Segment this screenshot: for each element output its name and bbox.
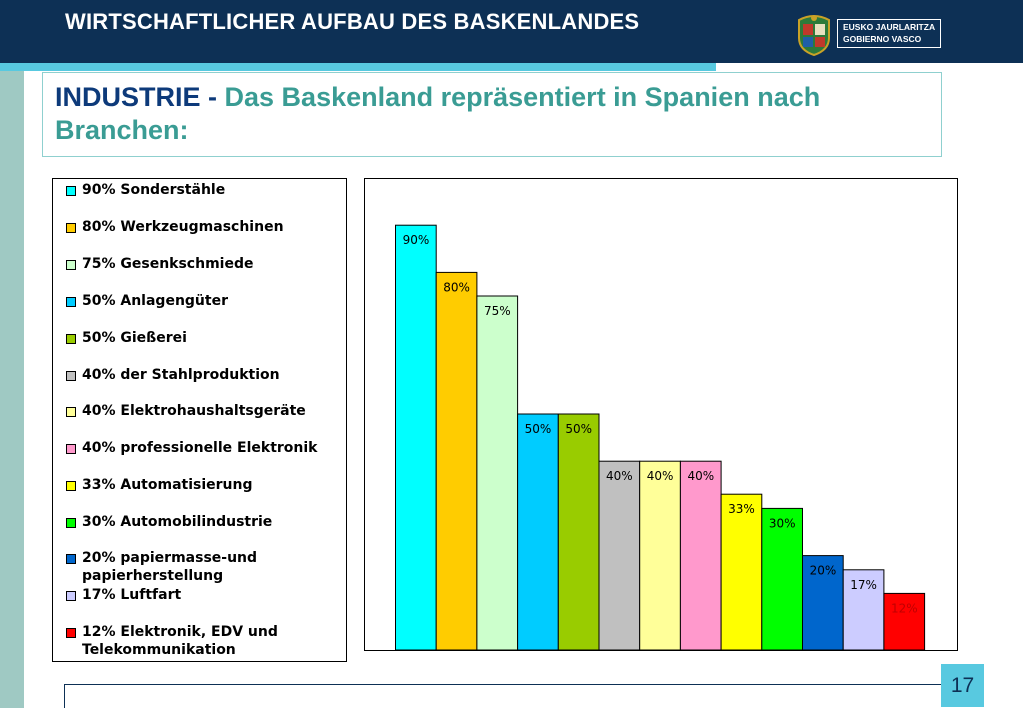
slide-title: INDUSTRIE - Das Baskenland repräsentiert… bbox=[55, 81, 915, 147]
legend-swatch bbox=[66, 223, 76, 233]
slide-title-lead: INDUSTRIE - bbox=[55, 82, 217, 112]
left-accent-strip bbox=[0, 71, 24, 708]
header-title: WIRTSCHAFTLICHER AUFBAU DES BASKENLANDES bbox=[65, 9, 640, 34]
legend-swatch bbox=[66, 628, 76, 638]
chart-bar bbox=[679, 460, 722, 651]
legend-swatch bbox=[66, 371, 76, 381]
data-label: 12% bbox=[891, 601, 918, 615]
chart-bar bbox=[435, 271, 478, 651]
chart-bar bbox=[842, 569, 885, 651]
accent-bar bbox=[0, 63, 716, 71]
logo-line-1: EUSKO JAURLARITZA bbox=[843, 22, 936, 32]
legend-label: 75% Gesenkschmiede bbox=[82, 256, 254, 272]
footer-divider bbox=[64, 684, 944, 685]
slide-title-rest: Das Baskenland repräsentiert in Spanien … bbox=[55, 82, 821, 145]
legend-label: 20% papiermasse-und papierherstellung bbox=[82, 550, 258, 584]
chart-bar bbox=[639, 460, 681, 651]
legend-swatch bbox=[66, 554, 76, 564]
data-label: 40% bbox=[647, 469, 674, 483]
legend-swatch bbox=[66, 591, 76, 601]
legend-swatch bbox=[66, 334, 76, 344]
data-label: 80% bbox=[443, 280, 470, 294]
legend-label: 33% Automatisierung bbox=[82, 477, 253, 493]
data-label: 40% bbox=[606, 469, 633, 483]
chart-bar bbox=[761, 507, 803, 651]
data-label: 33% bbox=[728, 502, 755, 516]
legend-label: 12% Elektronik, EDV und Telekommunikatio… bbox=[82, 624, 278, 658]
data-label: 90% bbox=[403, 233, 430, 247]
chart-bar bbox=[395, 224, 437, 651]
legend-label: 30% Automobilindustrie bbox=[82, 514, 273, 530]
legend-swatch bbox=[66, 260, 76, 270]
government-logo-text: EUSKO JAURLARITZA GOBIERNO VASCO bbox=[837, 19, 941, 48]
data-label: 75% bbox=[484, 304, 511, 318]
data-label: 30% bbox=[769, 516, 796, 530]
legend-label: 17% Luftfart bbox=[82, 587, 182, 603]
page-number: 17 bbox=[941, 664, 984, 707]
chart-bar bbox=[883, 592, 926, 651]
chart-bar bbox=[476, 295, 519, 651]
legend-label: 40% der Stahlproduktion bbox=[82, 367, 280, 383]
data-label: 50% bbox=[565, 422, 592, 436]
legend-label: 90% Sonderstähle bbox=[82, 182, 226, 198]
legend-swatch bbox=[66, 481, 76, 491]
chart-bar bbox=[557, 413, 600, 651]
legend-swatch bbox=[66, 297, 76, 307]
data-label: 50% bbox=[525, 422, 552, 436]
basque-coat-of-arms-icon bbox=[798, 15, 830, 56]
chart-plot-area: 90% 80% 75% 50% 50% 40% 40% 40% 33% 30% 20% 17% 12% bbox=[364, 178, 958, 651]
data-label: 20% bbox=[810, 564, 837, 578]
footer-divider-tick bbox=[64, 684, 65, 708]
bar-chart: 90% 80% 75% 50% 50% 40% 40% 40% 33% 30% 20% 17% 12% bbox=[395, 224, 926, 651]
legend-label: 80% Werkzeugmaschinen bbox=[82, 219, 284, 235]
legend-label: 50% Anlagengüter bbox=[82, 293, 228, 309]
header-bar: WIRTSCHAFTLICHER AUFBAU DES BASKENLANDES… bbox=[0, 0, 1023, 63]
legend-label: 40% professionelle Elektronik bbox=[82, 440, 318, 456]
slide-title-box: INDUSTRIE - Das Baskenland repräsentiert… bbox=[42, 72, 942, 157]
legend-label: 40% Elektrohaushaltsgeräte bbox=[82, 403, 306, 419]
legend-swatch bbox=[66, 444, 76, 454]
government-logo: EUSKO JAURLARITZA GOBIERNO VASCO bbox=[793, 12, 945, 56]
chart-legend: 90% Sonderstähle 80% Werkzeugmaschinen 75%… bbox=[52, 178, 347, 662]
legend-swatch bbox=[66, 407, 76, 417]
logo-line-2: GOBIERNO VASCO bbox=[843, 34, 922, 44]
chart-bar bbox=[720, 493, 763, 651]
chart-bar bbox=[598, 460, 641, 651]
legend-swatch bbox=[66, 518, 76, 528]
data-label: 40% bbox=[687, 469, 714, 483]
data-label: 17% bbox=[850, 578, 877, 592]
legend-label: 50% Gießerei bbox=[82, 330, 187, 346]
chart-bar bbox=[517, 413, 559, 651]
legend-swatch bbox=[66, 186, 76, 196]
